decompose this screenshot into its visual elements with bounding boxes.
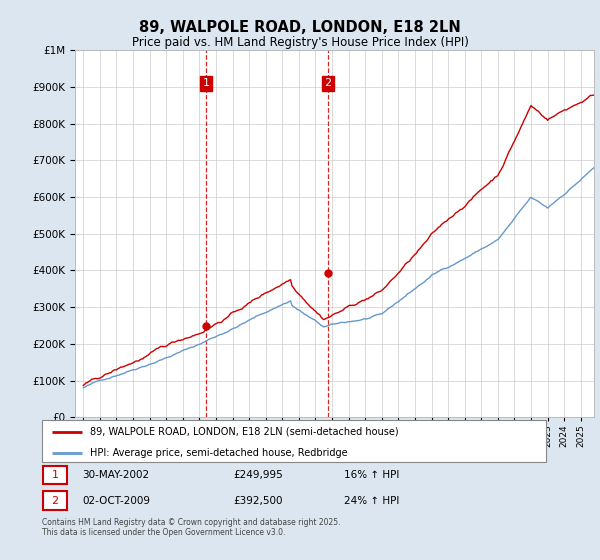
- Text: 1: 1: [203, 78, 209, 88]
- Text: 89, WALPOLE ROAD, LONDON, E18 2LN: 89, WALPOLE ROAD, LONDON, E18 2LN: [139, 20, 461, 35]
- Text: 89, WALPOLE ROAD, LONDON, E18 2LN (semi-detached house): 89, WALPOLE ROAD, LONDON, E18 2LN (semi-…: [90, 427, 398, 437]
- Bar: [43, 465, 67, 484]
- Text: 2: 2: [52, 496, 59, 506]
- Bar: [43, 491, 67, 510]
- Text: £392,500: £392,500: [233, 496, 283, 506]
- Text: 24% ↑ HPI: 24% ↑ HPI: [344, 496, 400, 506]
- Text: 1: 1: [52, 470, 59, 480]
- Text: HPI: Average price, semi-detached house, Redbridge: HPI: Average price, semi-detached house,…: [90, 448, 347, 458]
- Text: 2: 2: [325, 78, 331, 88]
- Text: Contains HM Land Registry data © Crown copyright and database right 2025.
This d: Contains HM Land Registry data © Crown c…: [42, 518, 341, 538]
- Text: 30-MAY-2002: 30-MAY-2002: [82, 470, 149, 480]
- Text: 16% ↑ HPI: 16% ↑ HPI: [344, 470, 400, 480]
- Text: 02-OCT-2009: 02-OCT-2009: [82, 496, 151, 506]
- Text: Price paid vs. HM Land Registry's House Price Index (HPI): Price paid vs. HM Land Registry's House …: [131, 36, 469, 49]
- Text: £249,995: £249,995: [233, 470, 283, 480]
